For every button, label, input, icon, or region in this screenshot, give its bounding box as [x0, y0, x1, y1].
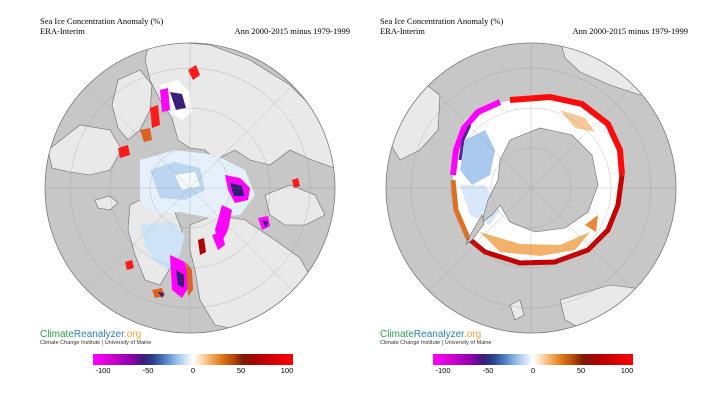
colorbar-tick: 50 [236, 366, 246, 375]
colorbar: -100 -50 0 50 100 [93, 354, 293, 375]
globe-outline [385, 42, 677, 334]
sea-ice-anomaly-field [118, 65, 300, 298]
antarctic-panel: Sea Ice Concentration Anomaly (%) ERA-In… [360, 0, 720, 405]
colorbar-tick: 50 [576, 366, 586, 375]
map-title: Sea Ice Concentration Anomaly (%) [380, 16, 504, 26]
brand-name: ClimateReanalyzer.org [40, 329, 142, 340]
europe-land [47, 124, 123, 176]
colorbar-tick: -100 [435, 366, 451, 375]
graticule [45, 43, 335, 333]
arctic-globe-map [44, 42, 336, 334]
brand-logo: ClimateReanalyzer.org Climate Change Ins… [40, 329, 151, 347]
colorbar-gradient [433, 354, 633, 365]
period-label: Ann 2000-2015 minus 1979-1999 [234, 26, 350, 36]
colorbar-tick: 0 [190, 366, 196, 375]
colorbar: -100 -50 0 50 100 [433, 354, 633, 375]
data-source: ERA-Interim [40, 26, 85, 36]
colorbar-tick: 100 [280, 366, 294, 375]
brand-logo: ClimateReanalyzer.org Climate Change Ins… [380, 329, 491, 347]
arctic-panel: Sea Ice Concentration Anomaly (%) ERA-In… [40, 16, 350, 375]
brand-subtitle: Climate Change Institute | University of… [380, 340, 492, 346]
colorbar-tick: 0 [530, 366, 536, 375]
colorbar-tick: -50 [482, 366, 494, 375]
antarctic-peninsula [465, 214, 485, 245]
new-zealand-land [509, 299, 525, 321]
brand-subtitle: Climate Change Institute | University of… [40, 340, 152, 346]
colorbar-gradient [93, 354, 293, 365]
period-label: Ann 2000-2015 minus 1979-1999 [572, 26, 688, 36]
colorbar-tick: -50 [142, 366, 154, 375]
data-source: ERA-Interim [380, 26, 425, 36]
antarctic-globe-map [385, 42, 677, 334]
colorbar-tick: 100 [620, 366, 634, 375]
brand-name: ClimateReanalyzer.org [380, 329, 482, 340]
graticule [386, 43, 676, 333]
globe-outline [44, 42, 336, 334]
colorbar-tick: -100 [95, 366, 111, 375]
map-title: Sea Ice Concentration Anomaly (%) [40, 16, 164, 26]
